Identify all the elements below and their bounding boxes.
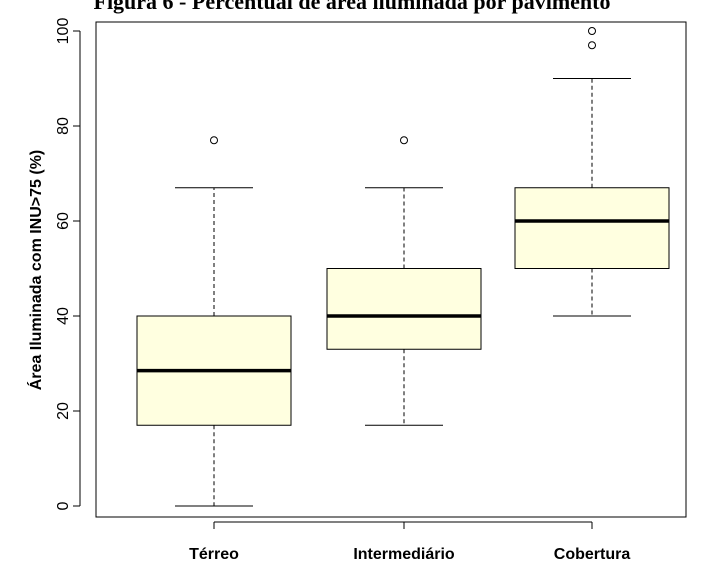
category-label: Cobertura [554,546,631,563]
box-0 [136,136,292,507]
box-2 [514,27,670,317]
y-axis: 0 20 40 60 80 100 [55,18,81,510]
category-label: Intermediário [353,546,455,563]
outlier-point [210,136,218,145]
box-1 [326,136,482,426]
y-tick-label: 100 [55,18,72,45]
figure-caption: Figura 6 - Percentual de área iluminada … [94,0,611,14]
outlier-point [400,136,408,145]
iqr-box [326,268,482,350]
outlier-point [588,41,596,50]
y-tick-label: 60 [55,212,72,230]
plot-frame [95,21,687,518]
y-axis-title: Área Iluminada com INU>75 (%) [26,150,45,391]
box-series [136,27,670,507]
iqr-box [514,187,670,269]
y-tick-label: 0 [55,501,72,510]
y-tick-label: 20 [55,402,72,420]
category-label: Térreo [189,546,239,563]
outlier-point [588,27,596,35]
x-axis: Térreo Intermediário Cobertura [189,521,631,563]
y-tick-label: 40 [55,307,72,325]
y-tick-label: 80 [55,117,72,135]
